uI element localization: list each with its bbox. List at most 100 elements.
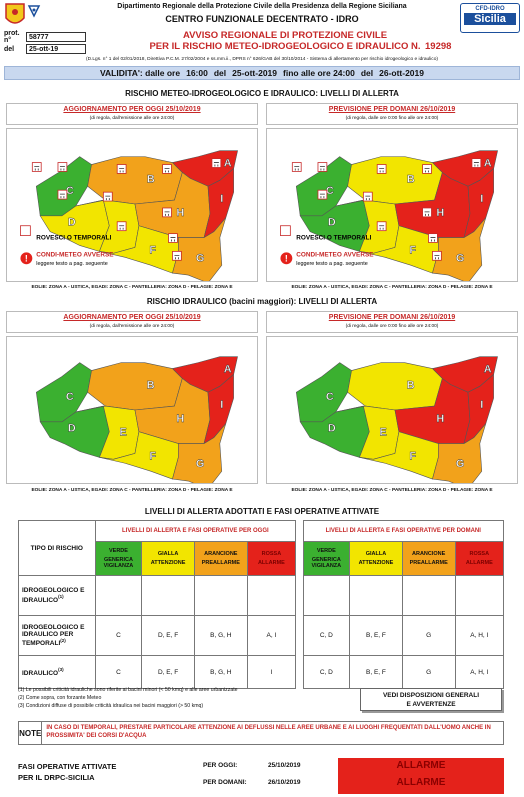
zone-g <box>432 217 487 281</box>
zone-label-b: B <box>147 379 155 391</box>
risk-type-label: IDROGEOLOGICO E IDRAULICO PER TEMPORALI(… <box>18 615 96 656</box>
warning-icon <box>20 252 33 265</box>
tomorrow-zones-cell: C, D <box>302 615 351 656</box>
tomorrow-zones-cell: A, H, I <box>454 655 505 689</box>
today-level-0: VERDE GENERICA VIGILANZA <box>94 541 143 576</box>
storm-icon <box>31 162 42 172</box>
zone-label-b: B <box>147 173 155 185</box>
today-level-3: ROSSA ALLARME <box>246 541 297 576</box>
storm-icon <box>57 162 68 172</box>
zone-label-d: D <box>68 423 76 435</box>
today-zones-cell <box>246 575 297 616</box>
meteo-tomorrow-header: PREVISIONE PER DOMANI 26/10/2019 (di reg… <box>266 103 518 125</box>
zone-label-e: E <box>120 427 127 439</box>
zone-label-i: I <box>220 399 223 411</box>
storm-icon <box>422 207 432 218</box>
zone-b <box>347 362 443 411</box>
zone-label-i: I <box>480 193 483 205</box>
zone-g <box>172 217 227 281</box>
warning-icon <box>280 252 293 265</box>
condi-meteo-label: CONDI-METEO AVVERSE <box>36 251 114 258</box>
zone-g <box>172 423 226 483</box>
tomorrow-zones-cell: C, D <box>302 655 351 689</box>
page-title: AVVISO REGIONALE DI PROTEZIONE CIVILE PE… <box>149 30 421 52</box>
storm-icon <box>291 162 302 172</box>
tomorrow-group-header: LIVELLI DI ALLERTA E FASI OPERATIVE PER … <box>302 520 504 542</box>
zone-label-d: D <box>328 217 336 229</box>
islands-note: EOLIE: ZONA A - USTICA, EGADI: ZONA C - … <box>291 488 493 493</box>
storm-icon <box>422 164 432 174</box>
storm-icon <box>317 162 328 172</box>
levels-table: TIPO DI RISCHIO LIVELLI DI ALLERTA E FAS… <box>18 520 505 689</box>
fase-oggi: ALLARME <box>396 760 446 771</box>
storm-icon <box>116 164 127 174</box>
bulletin-number: 19298 <box>425 41 452 52</box>
department-name: Dipartimento Regionale della Protezione … <box>117 3 407 10</box>
zone-label-c: C <box>66 391 74 403</box>
zone-label-a: A <box>224 158 232 170</box>
storm-legend-icon <box>280 225 291 236</box>
zone-b <box>347 156 443 205</box>
svg-text:!: ! <box>25 254 28 264</box>
svg-text:!: ! <box>285 254 288 264</box>
zone-label-b: B <box>407 173 415 185</box>
idro-today-header: AGGIORNAMENTO PER OGGI 25/10/2019 (di re… <box>6 311 258 333</box>
levels-title: LIVELLI DI ALLERTA ADOTTATI E FASI OPERA… <box>144 507 380 516</box>
zone-label-d: D <box>68 217 76 229</box>
validity-bar: VALIDITA': dalle ore 16:00 del 25-ott-20… <box>4 66 520 80</box>
condi-meteo-label: CONDI-METEO AVVERSE <box>296 251 374 258</box>
zone-label-h: H <box>436 413 444 425</box>
meteo-today-header: AGGIORNAMENTO PER OGGI 25/10/2019 (di re… <box>6 103 258 125</box>
today-zones-cell: A, I <box>246 615 297 656</box>
tomorrow-zones-cell: B, E, F <box>349 615 403 656</box>
map-idro-today: C D B A E H I F G <box>6 336 258 484</box>
risk-type-label: IDRAULICO(3) <box>18 655 96 689</box>
today-zones-cell <box>141 575 195 616</box>
vedi-disposizioni-button[interactable]: VEDI DISPOSIZIONI GENERALI E AVVERTENZE <box>360 688 502 711</box>
today-zones-cell: D, E, F <box>141 615 195 656</box>
storm-icon <box>211 158 222 168</box>
islands-note: EOLIE: ZONA A - USTICA, EGADI: ZONA C - … <box>31 488 233 493</box>
condi-meteo-sub: leggere testo a pag. seguente <box>296 261 368 267</box>
tomorrow-zones-cell: A, H, I <box>454 615 505 656</box>
storm-icon <box>168 233 178 243</box>
note-label: NOTE <box>19 722 43 744</box>
storm-icon <box>376 164 387 174</box>
storm-icon <box>432 250 442 261</box>
tipo-rischio-header: TIPO DI RISCHIO <box>18 520 96 576</box>
rovesci-label: ROVESCI O TEMPORALI <box>36 235 111 242</box>
zone-label-a: A <box>484 364 492 376</box>
islands-note: EOLIE: ZONA A - USTICA, EGADI: ZONA C - … <box>31 285 233 290</box>
zone-label-f: F <box>149 244 156 256</box>
today-zones-cell: C <box>94 615 143 656</box>
today-zones-cell: C <box>94 655 143 689</box>
fase-domani: ALLARME <box>396 777 446 788</box>
zone-b <box>87 156 183 205</box>
zone-label-i: I <box>220 193 223 205</box>
storm-legend-icon <box>20 225 31 236</box>
zone-label-b: B <box>407 379 415 391</box>
today-zones-cell <box>94 575 143 616</box>
fasi-red-box <box>338 758 504 794</box>
zone-label-g: G <box>456 458 464 470</box>
zone-label-g: G <box>456 252 464 264</box>
today-zones-cell: B, G, H <box>193 655 248 689</box>
zone-label-h: H <box>176 207 184 219</box>
zone-label-a: A <box>484 158 492 170</box>
tomorrow-zones-cell <box>302 575 351 616</box>
storm-icon <box>172 250 182 261</box>
map-meteo-tomorrow: CDBAEHIFGROVESCI O TEMPORALI!CONDI-METEO… <box>266 128 518 282</box>
tomorrow-zones-cell: G <box>401 655 456 689</box>
zone-g <box>432 423 486 483</box>
zone-label-c: C <box>326 391 334 403</box>
storm-icon <box>362 191 373 202</box>
tomorrow-level-0: VERDE GENERICA VIGILANZA <box>302 541 351 576</box>
storm-icon <box>102 191 113 202</box>
today-level-2: ARANCIONE PREALLARME <box>193 541 248 576</box>
today-zones-cell: D, E, F <box>141 655 195 689</box>
storm-icon <box>57 189 68 200</box>
protocol-box: prot. n° 58777 del 25-ott-19 <box>4 30 86 55</box>
storm-icon <box>162 207 172 218</box>
note-text: IN CASO DI TEMPORALI, PRESTARE PARTICOLA… <box>46 725 491 739</box>
zone-label-i: I <box>480 399 483 411</box>
